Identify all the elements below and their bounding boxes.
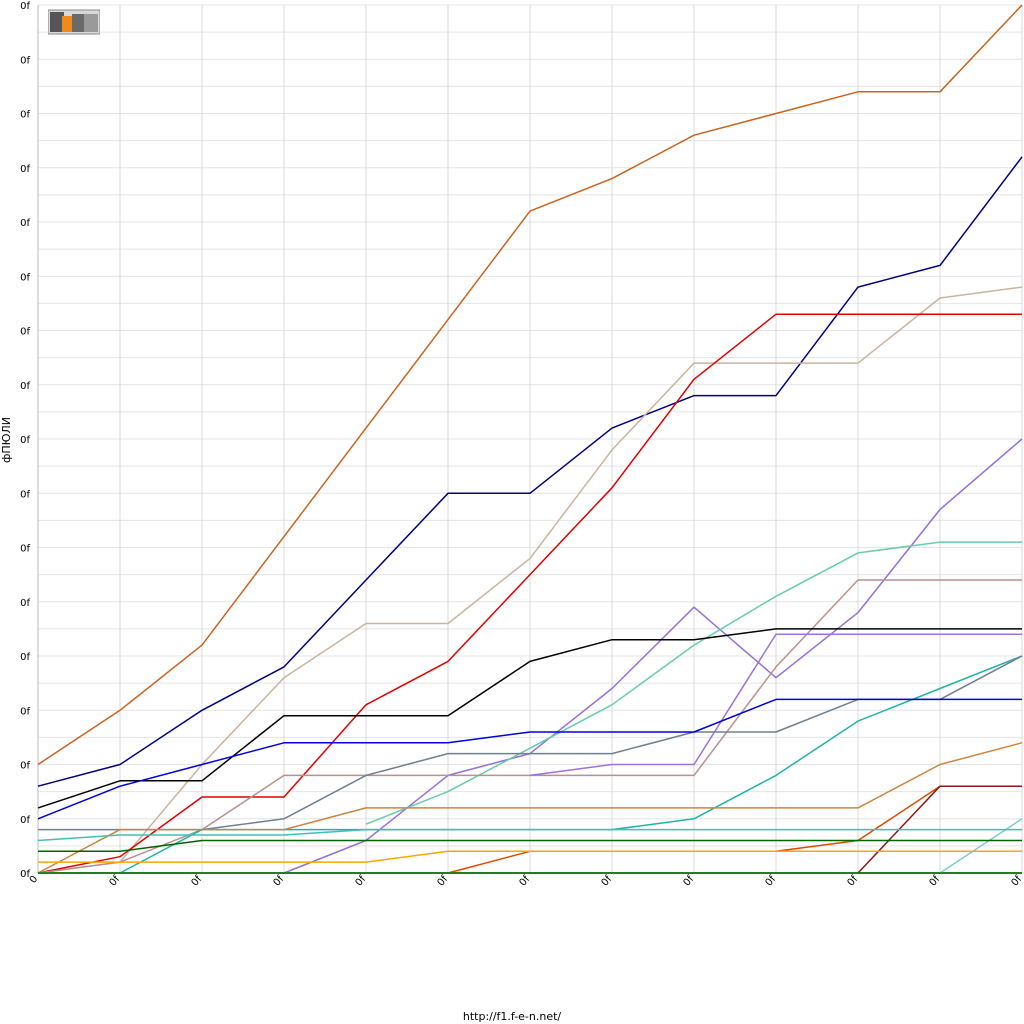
y-tick-label: 0f: [20, 110, 30, 121]
x-tick-label: 0f: [764, 873, 779, 888]
x-tick-label: 0f: [354, 873, 369, 888]
y-tick-label: 0f: [20, 218, 30, 229]
x-tick-label: 0f: [682, 873, 697, 888]
y-tick-label: 0f: [20, 761, 30, 772]
series-line-16: [939, 818, 1023, 874]
series-line-5: [202, 438, 1023, 874]
x-tick-label: 0f: [600, 873, 615, 888]
y-tick-label: 0f: [20, 1, 30, 12]
x-tick-label: 0: [28, 874, 41, 886]
series-line-4: [37, 313, 1022, 874]
x-tick-label: 0f: [108, 873, 123, 888]
series-line-12: [37, 698, 1022, 820]
series-line-6: [365, 541, 1022, 825]
x-tick-labels: 0 0f 0f 0f 0f 0f 0f 0f 0f 0f 0f 0f 0f: [28, 873, 1024, 888]
y-axis-label: фПЮЛИ: [0, 417, 13, 463]
x-tick-label: 0f: [928, 873, 943, 888]
y-tick-labels: 0f 0f 0f 0f 0f 0f 0f 0f 0f 0f 0f 0f 0f 0f 0f 0f 0f: [20, 1, 30, 880]
series-group: [37, 4, 1023, 874]
x-tick-label: 0f: [1010, 873, 1024, 888]
y-tick-label: 0f: [20, 869, 30, 880]
y-tick-label: 0f: [20, 164, 30, 175]
y-tick-label: 0f: [20, 327, 30, 338]
x-tick-label: 0f: [518, 873, 533, 888]
y-tick-label: 0f: [20, 272, 30, 283]
series-line-15: [857, 785, 1022, 874]
y-tick-label: 0f: [20, 544, 30, 555]
x-tick-label: 0f: [846, 873, 861, 888]
series-line-13: [37, 742, 1023, 874]
series-line-2: [37, 156, 1023, 787]
y-tick-label: 0f: [20, 815, 30, 826]
y-tick-label: 0f: [20, 381, 30, 392]
y-tick-label: 0f: [20, 435, 30, 446]
y-tick-label: 0f: [20, 598, 30, 609]
x-tick-label: 0f: [272, 873, 287, 888]
series-line-1: [37, 4, 1023, 766]
x-tick-label: 0f: [436, 873, 451, 888]
series-line-17: [37, 828, 1022, 842]
y-tick-label: 0f: [20, 652, 30, 663]
y-tick-label: 0f: [20, 706, 30, 717]
series-line-18: [38, 839, 1022, 853]
source-url[interactable]: http://f1.f-e-n.net/: [462, 1010, 562, 1023]
f1en-logo: [47, 8, 101, 36]
series-line-9: [529, 633, 1022, 777]
y-tick-label: 0f: [20, 55, 30, 66]
series-line-8: [37, 628, 1022, 809]
grid: [38, 4, 1023, 873]
y-tick-label: 0f: [20, 489, 30, 500]
series-line-19: [38, 850, 1022, 863]
x-tick-label: 0f: [190, 873, 205, 888]
